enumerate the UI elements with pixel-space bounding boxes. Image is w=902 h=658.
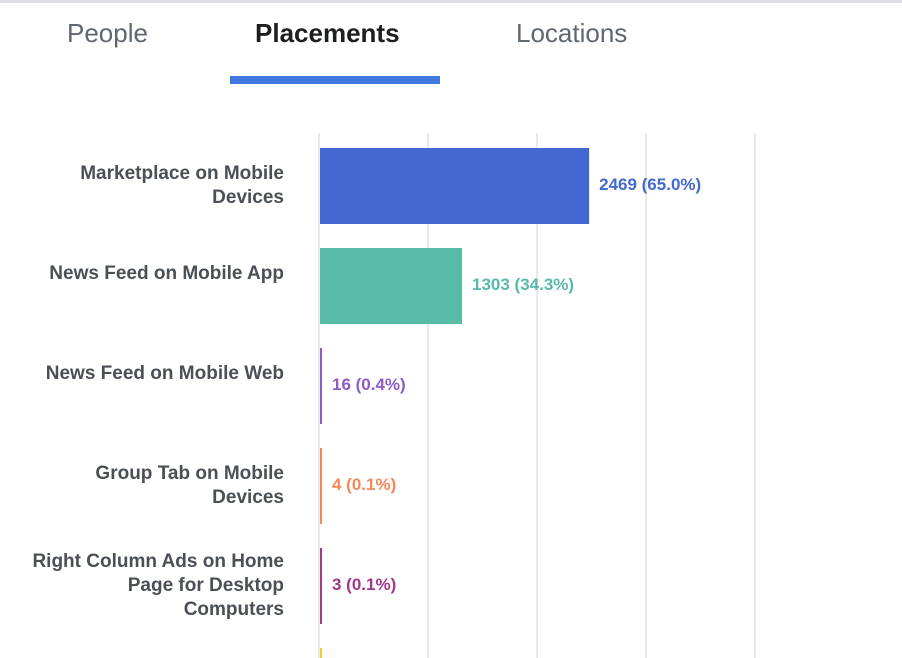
active-tab-indicator	[230, 76, 440, 84]
tab-people[interactable]: People	[67, 18, 148, 48]
tab-locations[interactable]: Locations	[516, 18, 628, 48]
bar[interactable]	[320, 348, 322, 424]
data-label: 1303 (34.3%)	[472, 275, 575, 294]
data-label: 16 (0.4%)	[332, 375, 406, 394]
data-label: 4 (0.1%)	[332, 475, 397, 494]
category-label: Marketplace on Mobile Devices	[80, 163, 284, 208]
category-label: News Feed on Mobile App	[49, 263, 284, 284]
tab-placements[interactable]: Placements	[255, 18, 400, 48]
bar[interactable]	[320, 148, 590, 224]
data-label: 2469 (65.0%)	[599, 175, 702, 194]
top-divider	[0, 0, 902, 3]
category-label: Group Tab on Mobile Devices	[95, 463, 284, 508]
bar[interactable]	[320, 448, 322, 524]
bar[interactable]	[320, 648, 322, 658]
data-label: 3 (0.1%)	[332, 575, 397, 594]
bar[interactable]	[320, 548, 322, 624]
category-label: News Feed on Mobile Web	[45, 363, 284, 384]
category-label: Right Column Ads on Home Page for Deskto…	[32, 551, 284, 620]
bar[interactable]	[320, 248, 463, 324]
